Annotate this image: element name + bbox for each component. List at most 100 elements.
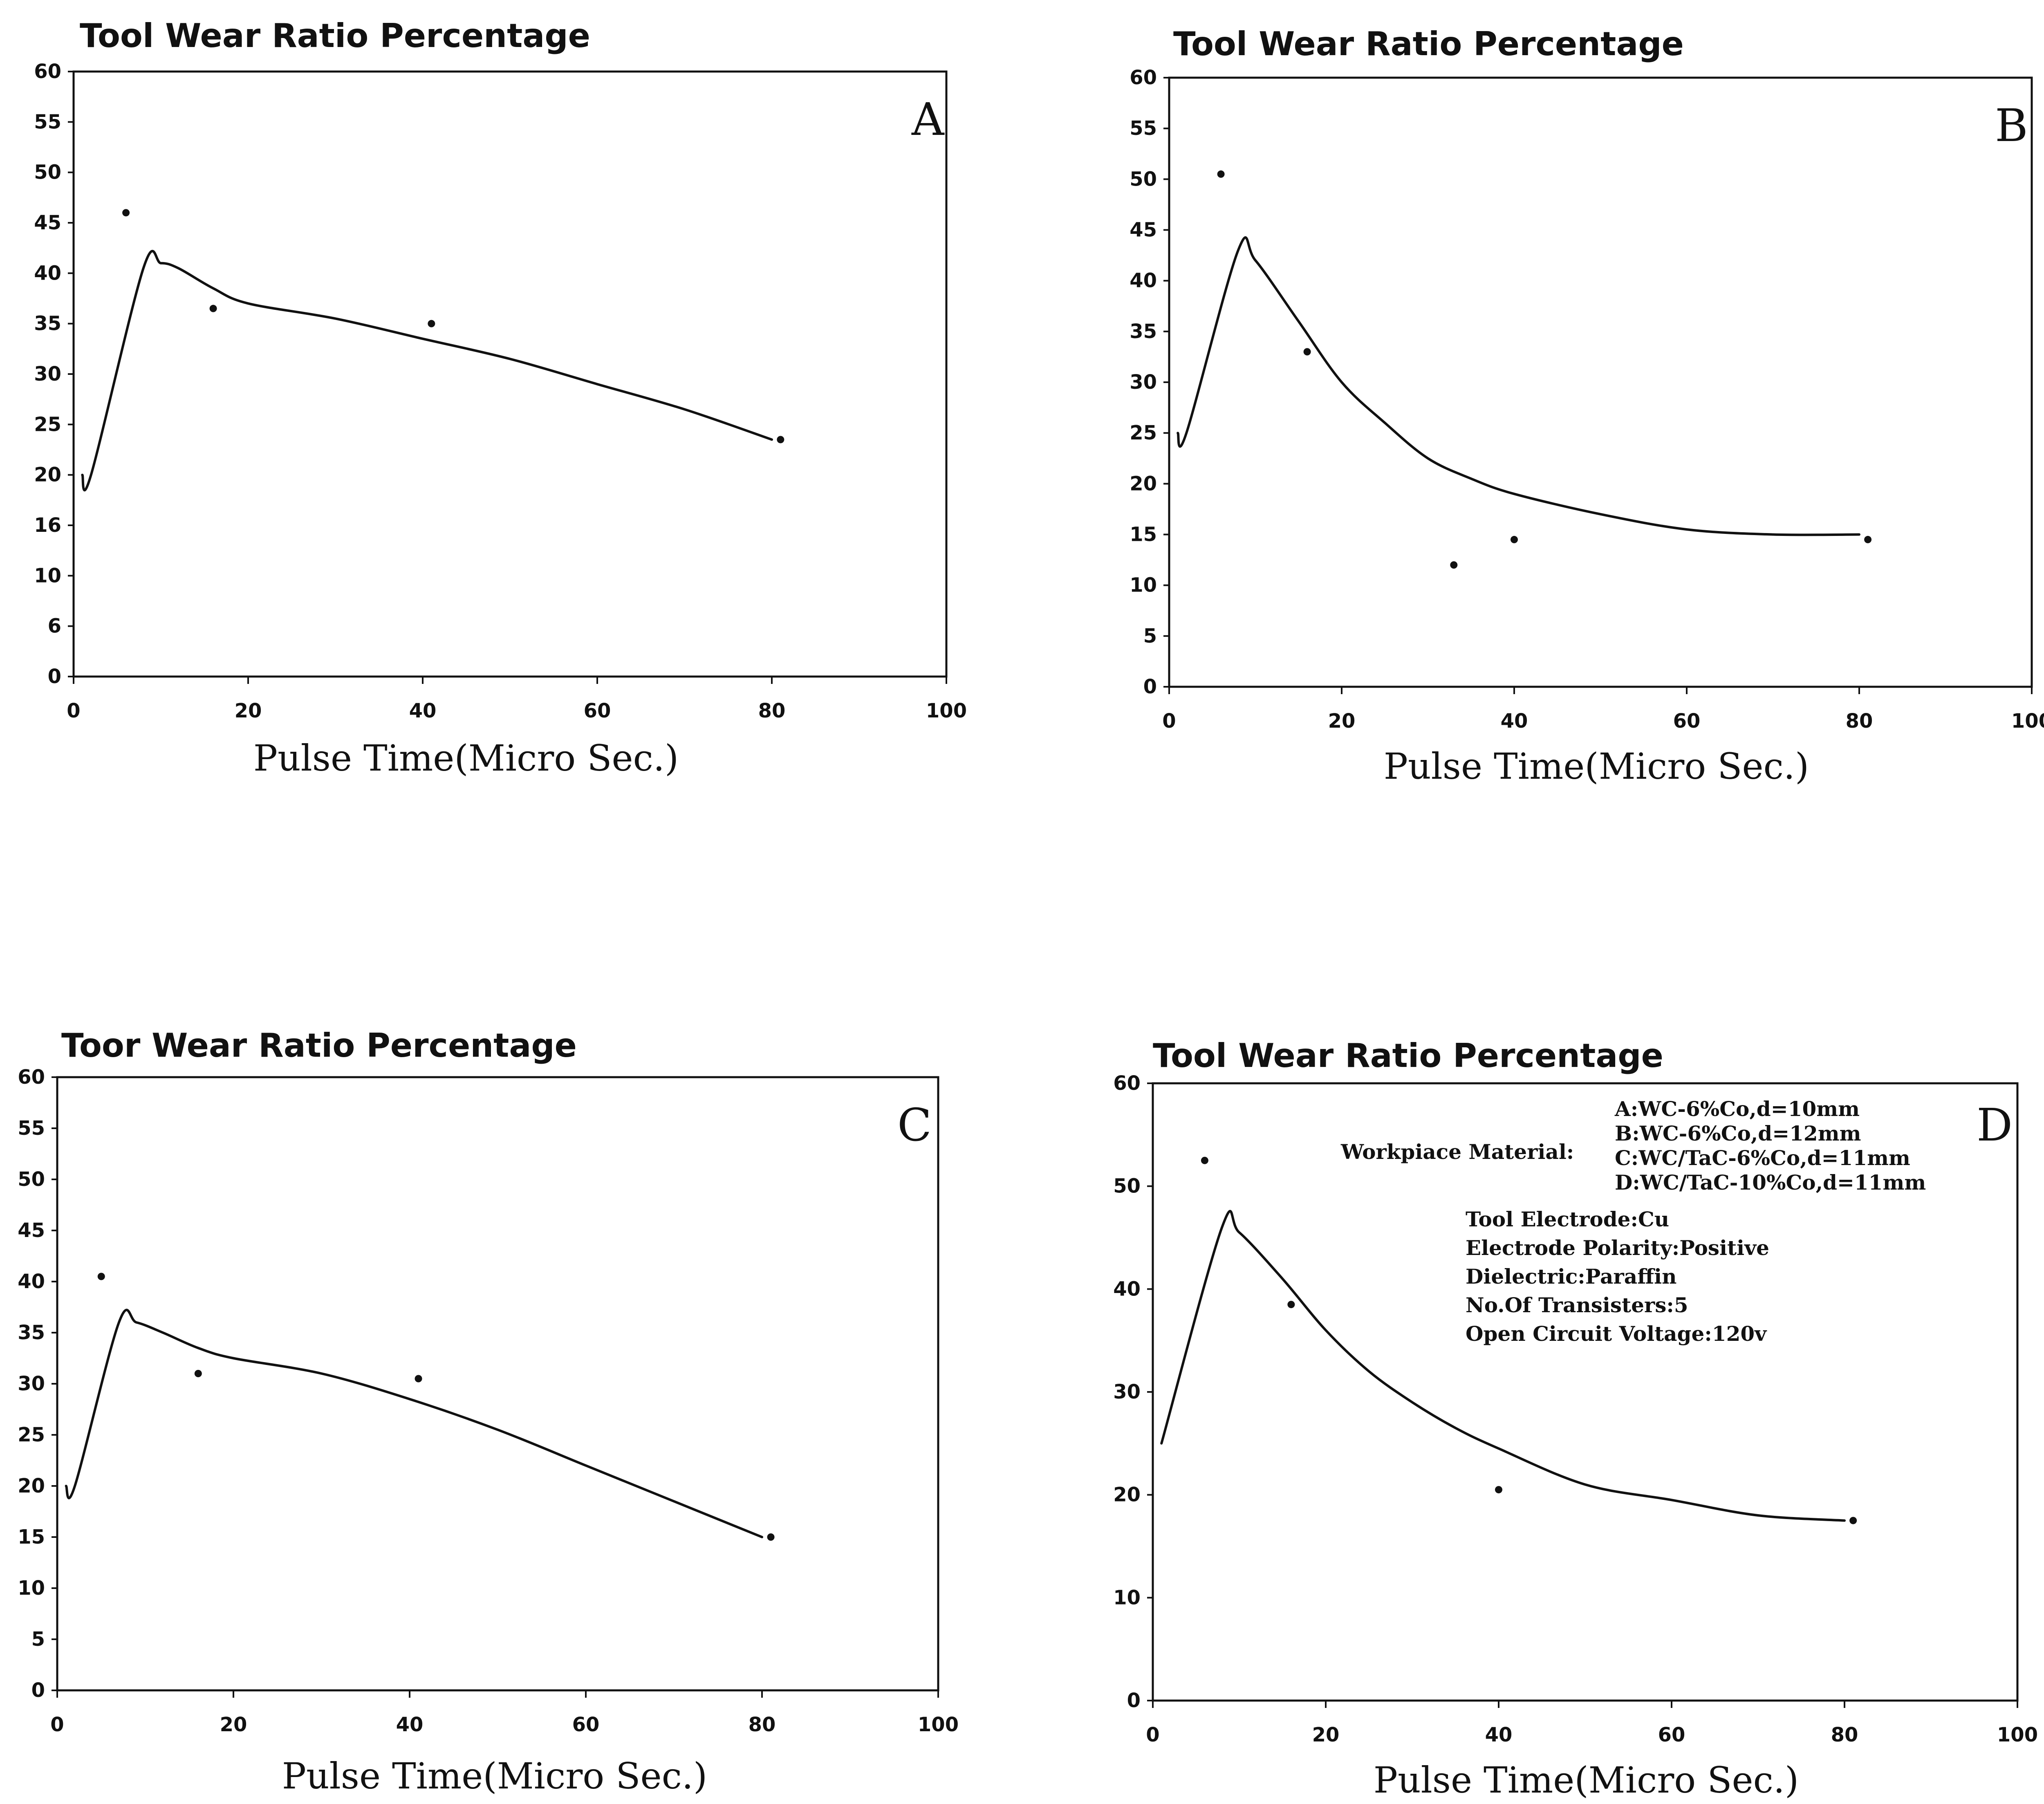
panel-b-y-tick-label: 30 <box>1130 371 1157 394</box>
panel-c-y-tick-label: 35 <box>18 1321 45 1344</box>
panel-b-x-tick-label: 0 <box>1162 710 1176 733</box>
panel-a-y-tick-label: 30 <box>34 363 61 385</box>
panel-d-y-tick-label: 0 <box>1127 1689 1141 1712</box>
panel-b-title: Tool Wear Ratio Percentage <box>1173 25 1684 63</box>
panel-a-x-tick-label: 60 <box>584 699 611 722</box>
panel-c-y-tick-label: 50 <box>18 1168 45 1191</box>
panel-b-y-tick-label: 40 <box>1130 269 1157 292</box>
panel-d-title: Tool Wear Ratio Percentage <box>1153 1037 1663 1075</box>
panel-c-x-tick-label: 0 <box>50 1713 64 1736</box>
panel-c-label: C <box>897 1099 932 1151</box>
panel-b-x-tick-label: 60 <box>1673 710 1701 733</box>
panel-d-x-ticks: 0 20 40 60 80 100 <box>1146 1701 2038 1746</box>
panel-a-points <box>122 209 784 444</box>
panel-d-y-tick-label: 30 <box>1113 1380 1141 1403</box>
panel-b-x-tick-label: 20 <box>1328 710 1356 733</box>
panel-c-points <box>97 1273 775 1541</box>
panel-d-xlabel: Pulse Time(Micro Sec.) <box>1374 1759 1799 1801</box>
panel-d-y-tick-label: 20 <box>1113 1484 1141 1506</box>
panel-b-data-point <box>1303 348 1311 356</box>
panel-b-xlabel: Pulse Time(Micro Sec.) <box>1384 745 1809 787</box>
panel-d-x-tick-label: 40 <box>1485 1723 1513 1746</box>
panel-c-y-ticks: 0 5 10 15 20 25 30 35 40 45 50 55 60 <box>18 1066 57 1702</box>
workpiece-material-label: Workpiace Material: <box>1340 1140 1574 1164</box>
panel-b-points <box>1217 170 1872 569</box>
panel-a-y-tick-label: 0 <box>48 665 61 688</box>
panel-c-x-tick-label: 100 <box>918 1713 959 1736</box>
panel-c-data-point <box>194 1370 202 1377</box>
panel-a-data-point <box>777 436 784 444</box>
panel-c-x-tick-label: 40 <box>396 1713 424 1736</box>
panel-a-y-tick-label: 60 <box>34 60 61 83</box>
panel-d-y-tick-label: 10 <box>1113 1586 1141 1609</box>
panel-b-y-tick-label: 35 <box>1130 320 1157 343</box>
panel-d-data-point <box>1287 1301 1295 1309</box>
panel-a-data-point <box>122 209 130 217</box>
panel-c-xlabel: Pulse Time(Micro Sec.) <box>282 1755 707 1797</box>
panel-d-data-point <box>1849 1517 1857 1524</box>
tool-electrode: Tool Electrode:Cu <box>1466 1207 1669 1231</box>
panel-b: Tool Wear Ratio Percentage B Pulse Time(… <box>1130 25 2044 787</box>
panel-a-y-tick-label: 50 <box>34 161 61 184</box>
panel-a-label: A <box>911 93 945 146</box>
panel-c-y-tick-label: 30 <box>18 1372 45 1395</box>
material-d: D:WC/TaC-10%Co,d=11mm <box>1615 1170 1926 1194</box>
panel-a-y-tick-label: 20 <box>34 464 61 486</box>
panel-c-title: Toor Wear Ratio Percentage <box>61 1026 577 1064</box>
dielectric: Dielectric:Paraffin <box>1466 1264 1677 1289</box>
panel-d-x-tick-label: 100 <box>1997 1723 2038 1746</box>
panel-b-label: B <box>1995 99 2028 152</box>
panel-d-x-tick-label: 20 <box>1312 1723 1340 1746</box>
panel-a-y-ticks: 0 6 10 16 20 25 30 35 40 45 50 55 60 <box>34 60 74 688</box>
panel-a-plot-frame <box>72 70 948 678</box>
panel-b-data-point <box>1864 536 1872 543</box>
panel-a-y-tick-label: 10 <box>34 564 61 587</box>
panel-c-y-tick-label: 45 <box>18 1219 45 1242</box>
panel-a-data-point <box>428 320 435 327</box>
panel-d-curve <box>1160 1210 1846 1522</box>
panel-d-y-tick-label: 40 <box>1113 1277 1141 1300</box>
panel-c-y-tick-label: 0 <box>31 1679 45 1702</box>
panel-c-plot-frame <box>56 1076 939 1692</box>
panel-b-y-tick-label: 15 <box>1130 523 1157 546</box>
panel-a-x-tick-label: 100 <box>926 699 967 722</box>
panel-a-curve <box>81 250 773 491</box>
panel-c-y-tick-label: 10 <box>18 1577 45 1600</box>
panel-c-curve <box>65 1309 763 1538</box>
panel-d-annotation: Workpiace Material: A:WC-6%Co,d=10mm B:W… <box>1340 1097 1926 1346</box>
panel-a-y-tick-label: 16 <box>34 514 61 537</box>
panel-d-y-tick-label: 50 <box>1113 1175 1141 1198</box>
panel-a-y-tick-label: 35 <box>34 312 61 335</box>
panel-b-y-tick-label: 50 <box>1130 168 1157 190</box>
panel-b-y-tick-label: 60 <box>1130 66 1157 89</box>
panel-a-y-tick-label: 55 <box>34 110 61 133</box>
panel-c-x-tick-label: 80 <box>749 1713 776 1736</box>
panel-a-x-ticks: 0 20 40 60 80 100 <box>67 677 967 722</box>
panel-d-label: D <box>1977 1099 2013 1151</box>
panel-c-y-tick-label: 25 <box>18 1423 45 1446</box>
panel-b-data-point <box>1217 170 1225 178</box>
panel-a-y-tick-label: 45 <box>34 211 61 234</box>
panel-d-y-ticks: 0 10 20 30 40 50 60 <box>1113 1072 1153 1712</box>
panel-a: Tool Wear Ratio Percentage A Pulse Time(… <box>34 17 967 779</box>
material-c: C:WC/TaC-6%Co,d=11mm <box>1615 1146 1910 1170</box>
panel-b-y-tick-label: 5 <box>1143 625 1157 648</box>
panel-d-x-tick-label: 80 <box>1831 1723 1858 1746</box>
panel-a-x-tick-label: 80 <box>758 699 786 722</box>
panel-b-y-tick-label: 10 <box>1130 574 1157 597</box>
panel-c-y-tick-label: 40 <box>18 1270 45 1293</box>
panel-b-y-tick-label: 25 <box>1130 421 1157 444</box>
panel-c-y-tick-label: 20 <box>18 1475 45 1497</box>
panel-c-y-tick-label: 15 <box>18 1526 45 1549</box>
panel-d-data-point <box>1201 1156 1208 1164</box>
panel-a-y-tick-label: 6 <box>48 615 61 638</box>
panel-c-data-point <box>97 1273 105 1280</box>
panel-b-data-point <box>1511 536 1518 543</box>
panel-c-x-tick-label: 60 <box>572 1713 600 1736</box>
panel-c-data-point <box>767 1533 775 1541</box>
material-a: A:WC-6%Co,d=10mm <box>1614 1097 1860 1121</box>
panel-d-x-tick-label: 0 <box>1146 1723 1159 1746</box>
panel-d: Tool Wear Ratio Percentage D Pulse Time(… <box>1113 1037 2038 1801</box>
panel-b-x-tick-label: 40 <box>1501 710 1528 733</box>
